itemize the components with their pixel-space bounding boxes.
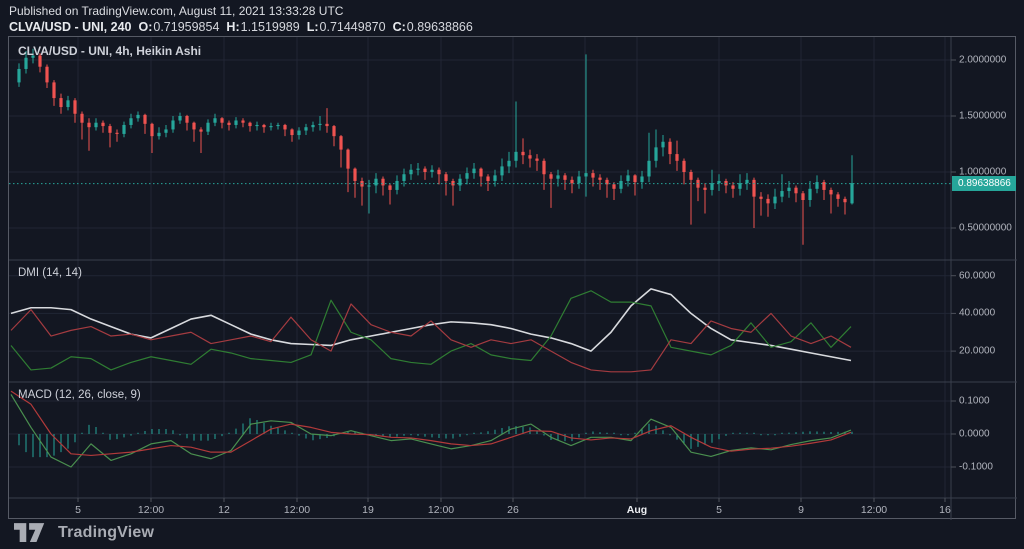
macd-axis-label: 0.1000 <box>959 396 990 407</box>
price-axis-label: 1.5000000 <box>959 111 1006 122</box>
price-pane-title: CLVA/USD - UNI, 4h, Heikin Ashi <box>18 44 201 58</box>
time-axis-label: 19 <box>362 504 374 516</box>
symbol-title: CLVA/USD - UNI, 240 <box>9 20 131 34</box>
high-label: H: <box>226 20 239 34</box>
close-label: C: <box>393 20 406 34</box>
time-axis-label: 26 <box>507 504 519 516</box>
macd-axis-label: 0.0000 <box>959 429 990 440</box>
published-info: Published on TradingView.com, August 11,… <box>9 4 473 18</box>
time-axis-label: 12:00 <box>861 504 887 516</box>
header: Published on TradingView.com, August 11,… <box>9 4 473 35</box>
open-value: 0.71959854 <box>153 20 219 34</box>
time-axis-label: 5 <box>75 504 81 516</box>
time-axis-label: Aug <box>627 504 647 516</box>
dmi-pane-title: DMI (14, 14) <box>18 267 82 279</box>
low-label: L: <box>307 20 319 34</box>
brand-wordmark[interactable]: TradingView <box>58 524 154 542</box>
time-axis-label: 16 <box>939 504 951 516</box>
chart-canvas[interactable] <box>9 37 1017 520</box>
tradingview-logo-icon[interactable] <box>14 523 48 543</box>
chart-frame: CLVA/USD - UNI, 4h, Heikin Ashi DMI (14,… <box>8 36 1016 519</box>
last-price-tag: 0.89638866 <box>952 176 1016 191</box>
time-axis-label: 12 <box>218 504 230 516</box>
dmi-axis-label: 20.0000 <box>959 346 995 357</box>
price-axis-label: 0.50000000 <box>959 223 1012 234</box>
low-value: 0.71449870 <box>320 20 386 34</box>
time-axis-label: 12:00 <box>428 504 454 516</box>
time-axis-label: 12:00 <box>284 504 310 516</box>
dmi-axis-label: 40.0000 <box>959 308 995 319</box>
price-axis-label: 2.0000000 <box>959 55 1006 66</box>
macd-pane-title: MACD (12, 26, close, 9) <box>18 389 141 401</box>
time-axis-label: 9 <box>798 504 804 516</box>
close-value: 0.89638866 <box>407 20 473 34</box>
open-label: O: <box>138 20 152 34</box>
macd-axis-label: -0.1000 <box>959 462 993 473</box>
time-axis-label: 12:00 <box>138 504 164 516</box>
dmi-axis-label: 60.0000 <box>959 270 995 281</box>
tradingview-published-chart: Published on TradingView.com, August 11,… <box>0 0 1024 549</box>
high-value: 1.1519989 <box>241 20 300 34</box>
symbol-ohlc-line: CLVA/USD - UNI, 240 O:0.71959854 H:1.15199… <box>9 20 473 35</box>
time-axis-label: 5 <box>716 504 722 516</box>
footer: TradingView <box>14 523 154 543</box>
